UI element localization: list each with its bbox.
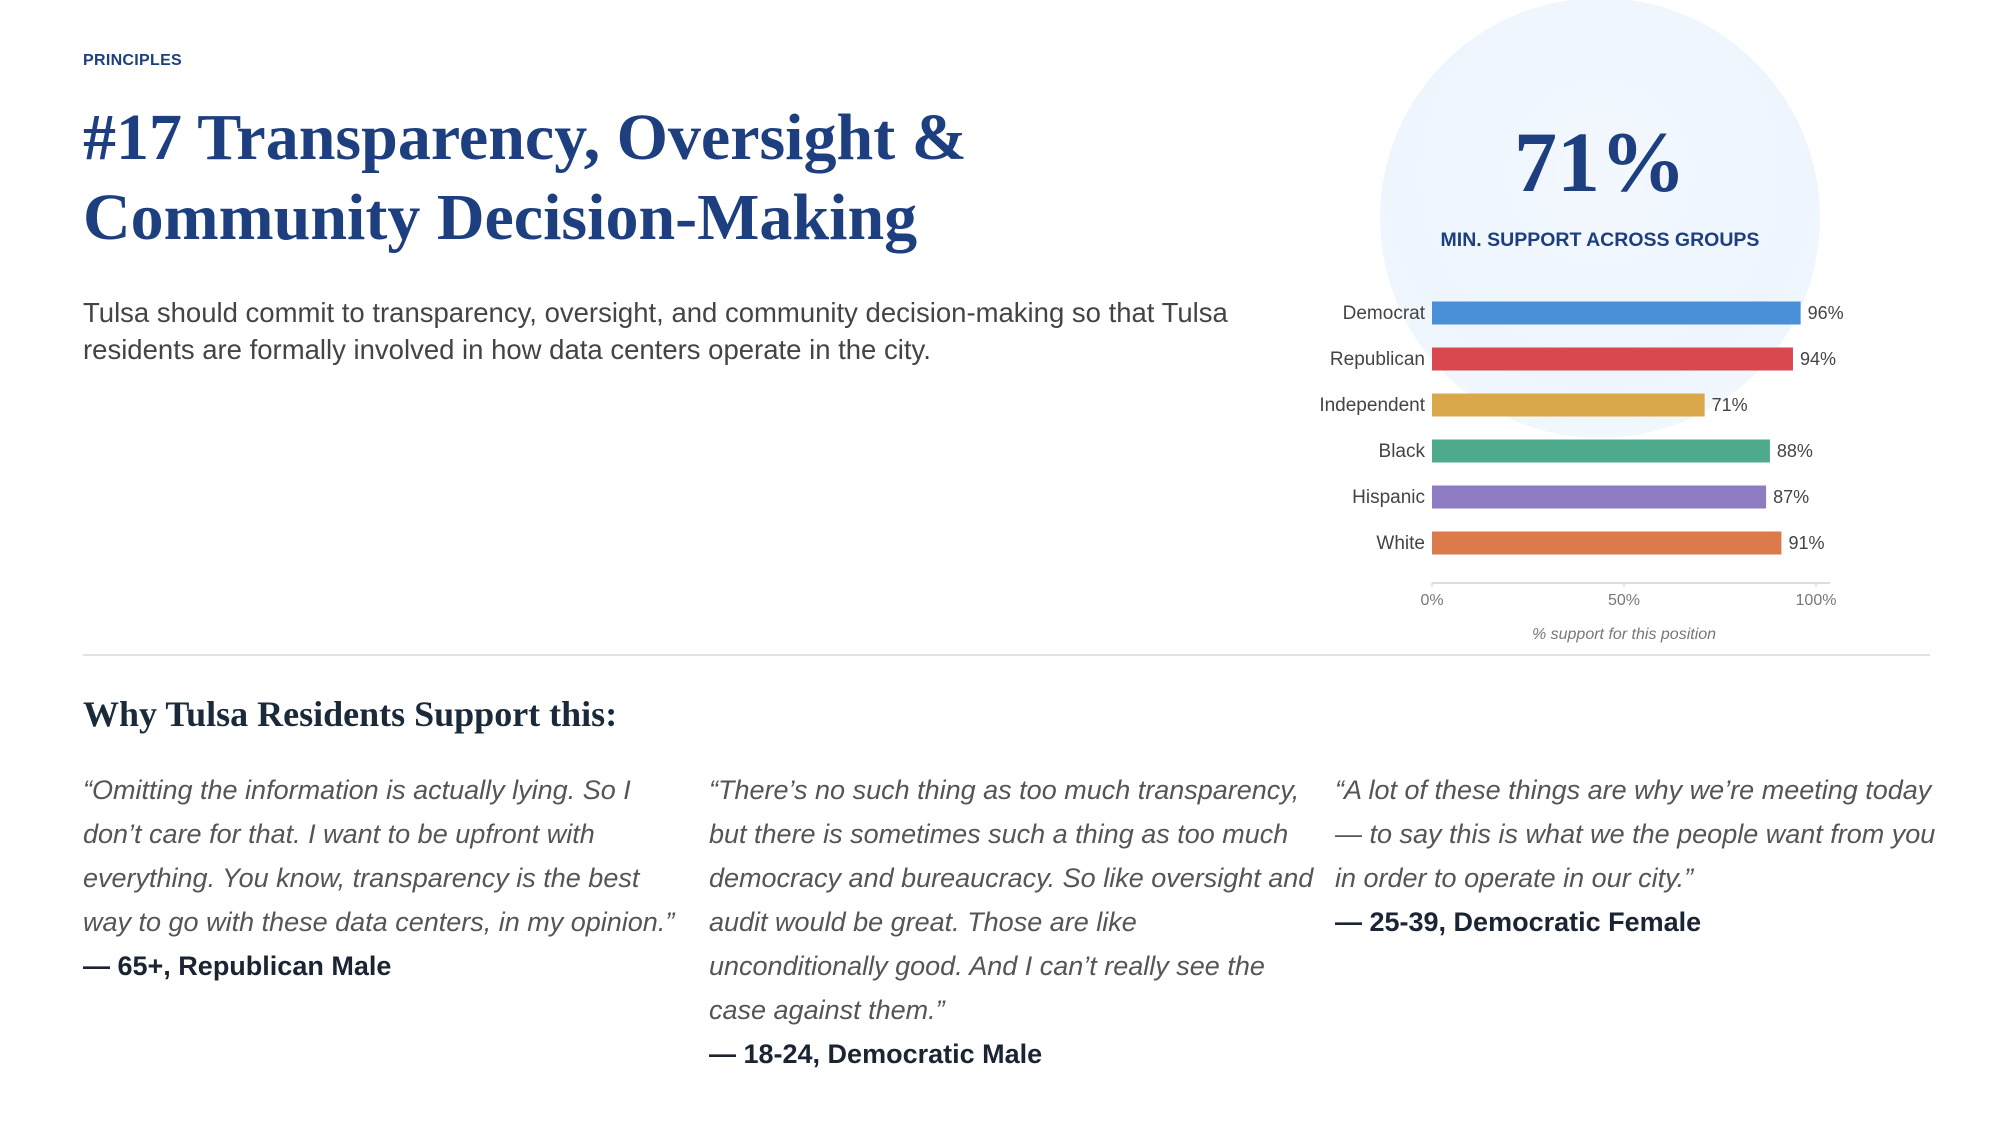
bar (1432, 439, 1770, 463)
bar (1432, 531, 1782, 555)
stat-caption: MIN. SUPPORT ACROSS GROUPS (1440, 229, 1760, 251)
value-label: 91% (1788, 533, 1824, 553)
stat-value: 71% (1514, 114, 1686, 210)
category-label: Republican (1330, 349, 1425, 370)
x-axis-title: % support for this position (1532, 626, 1716, 643)
quote: “Omitting the information is actually ly… (83, 768, 693, 988)
divider (83, 654, 1930, 656)
value-label: 96% (1808, 303, 1844, 323)
category-label: White (1376, 533, 1425, 554)
value-label: 87% (1773, 487, 1809, 507)
value-label: 94% (1800, 349, 1836, 369)
quote: “A lot of these things are why we’re mee… (1335, 768, 1945, 944)
x-tick-label: 0% (1420, 592, 1443, 609)
category-label: Hispanic (1352, 487, 1425, 508)
quote-text: “Omitting the information is actually ly… (83, 775, 675, 937)
quote-text: “A lot of these things are why we’re mee… (1335, 775, 1936, 893)
bar (1432, 485, 1767, 509)
category-label: Black (1379, 441, 1426, 462)
quote: “There’s no such thing as too much trans… (709, 768, 1319, 1076)
bar (1432, 393, 1705, 417)
value-label: 71% (1712, 395, 1748, 415)
quote-attribution: — 18-24, Democratic Male (709, 1039, 1043, 1069)
section-title: Why Tulsa Residents Support this: (83, 694, 618, 734)
value-label: 88% (1777, 441, 1813, 461)
quote-attribution: — 65+, Republican Male (83, 951, 392, 981)
x-tick-label: 50% (1608, 592, 1640, 609)
description: Tulsa should commit to transparency, ove… (83, 297, 1228, 365)
quote-text: “There’s no such thing as too much trans… (709, 775, 1314, 1025)
bar (1432, 301, 1801, 325)
category-label: Independent (1319, 395, 1425, 416)
chart: 0% 50% 100% % support for this position Demo… (1319, 301, 1844, 643)
category-label: Democrat (1343, 303, 1426, 324)
kicker: PRINCIPLES (83, 52, 183, 69)
bar (1432, 347, 1793, 371)
x-tick-label: 100% (1796, 592, 1837, 609)
title: #17 Transparency, Oversight & Community … (83, 101, 967, 254)
quote-attribution: — 25-39, Democratic Female (1335, 907, 1702, 937)
